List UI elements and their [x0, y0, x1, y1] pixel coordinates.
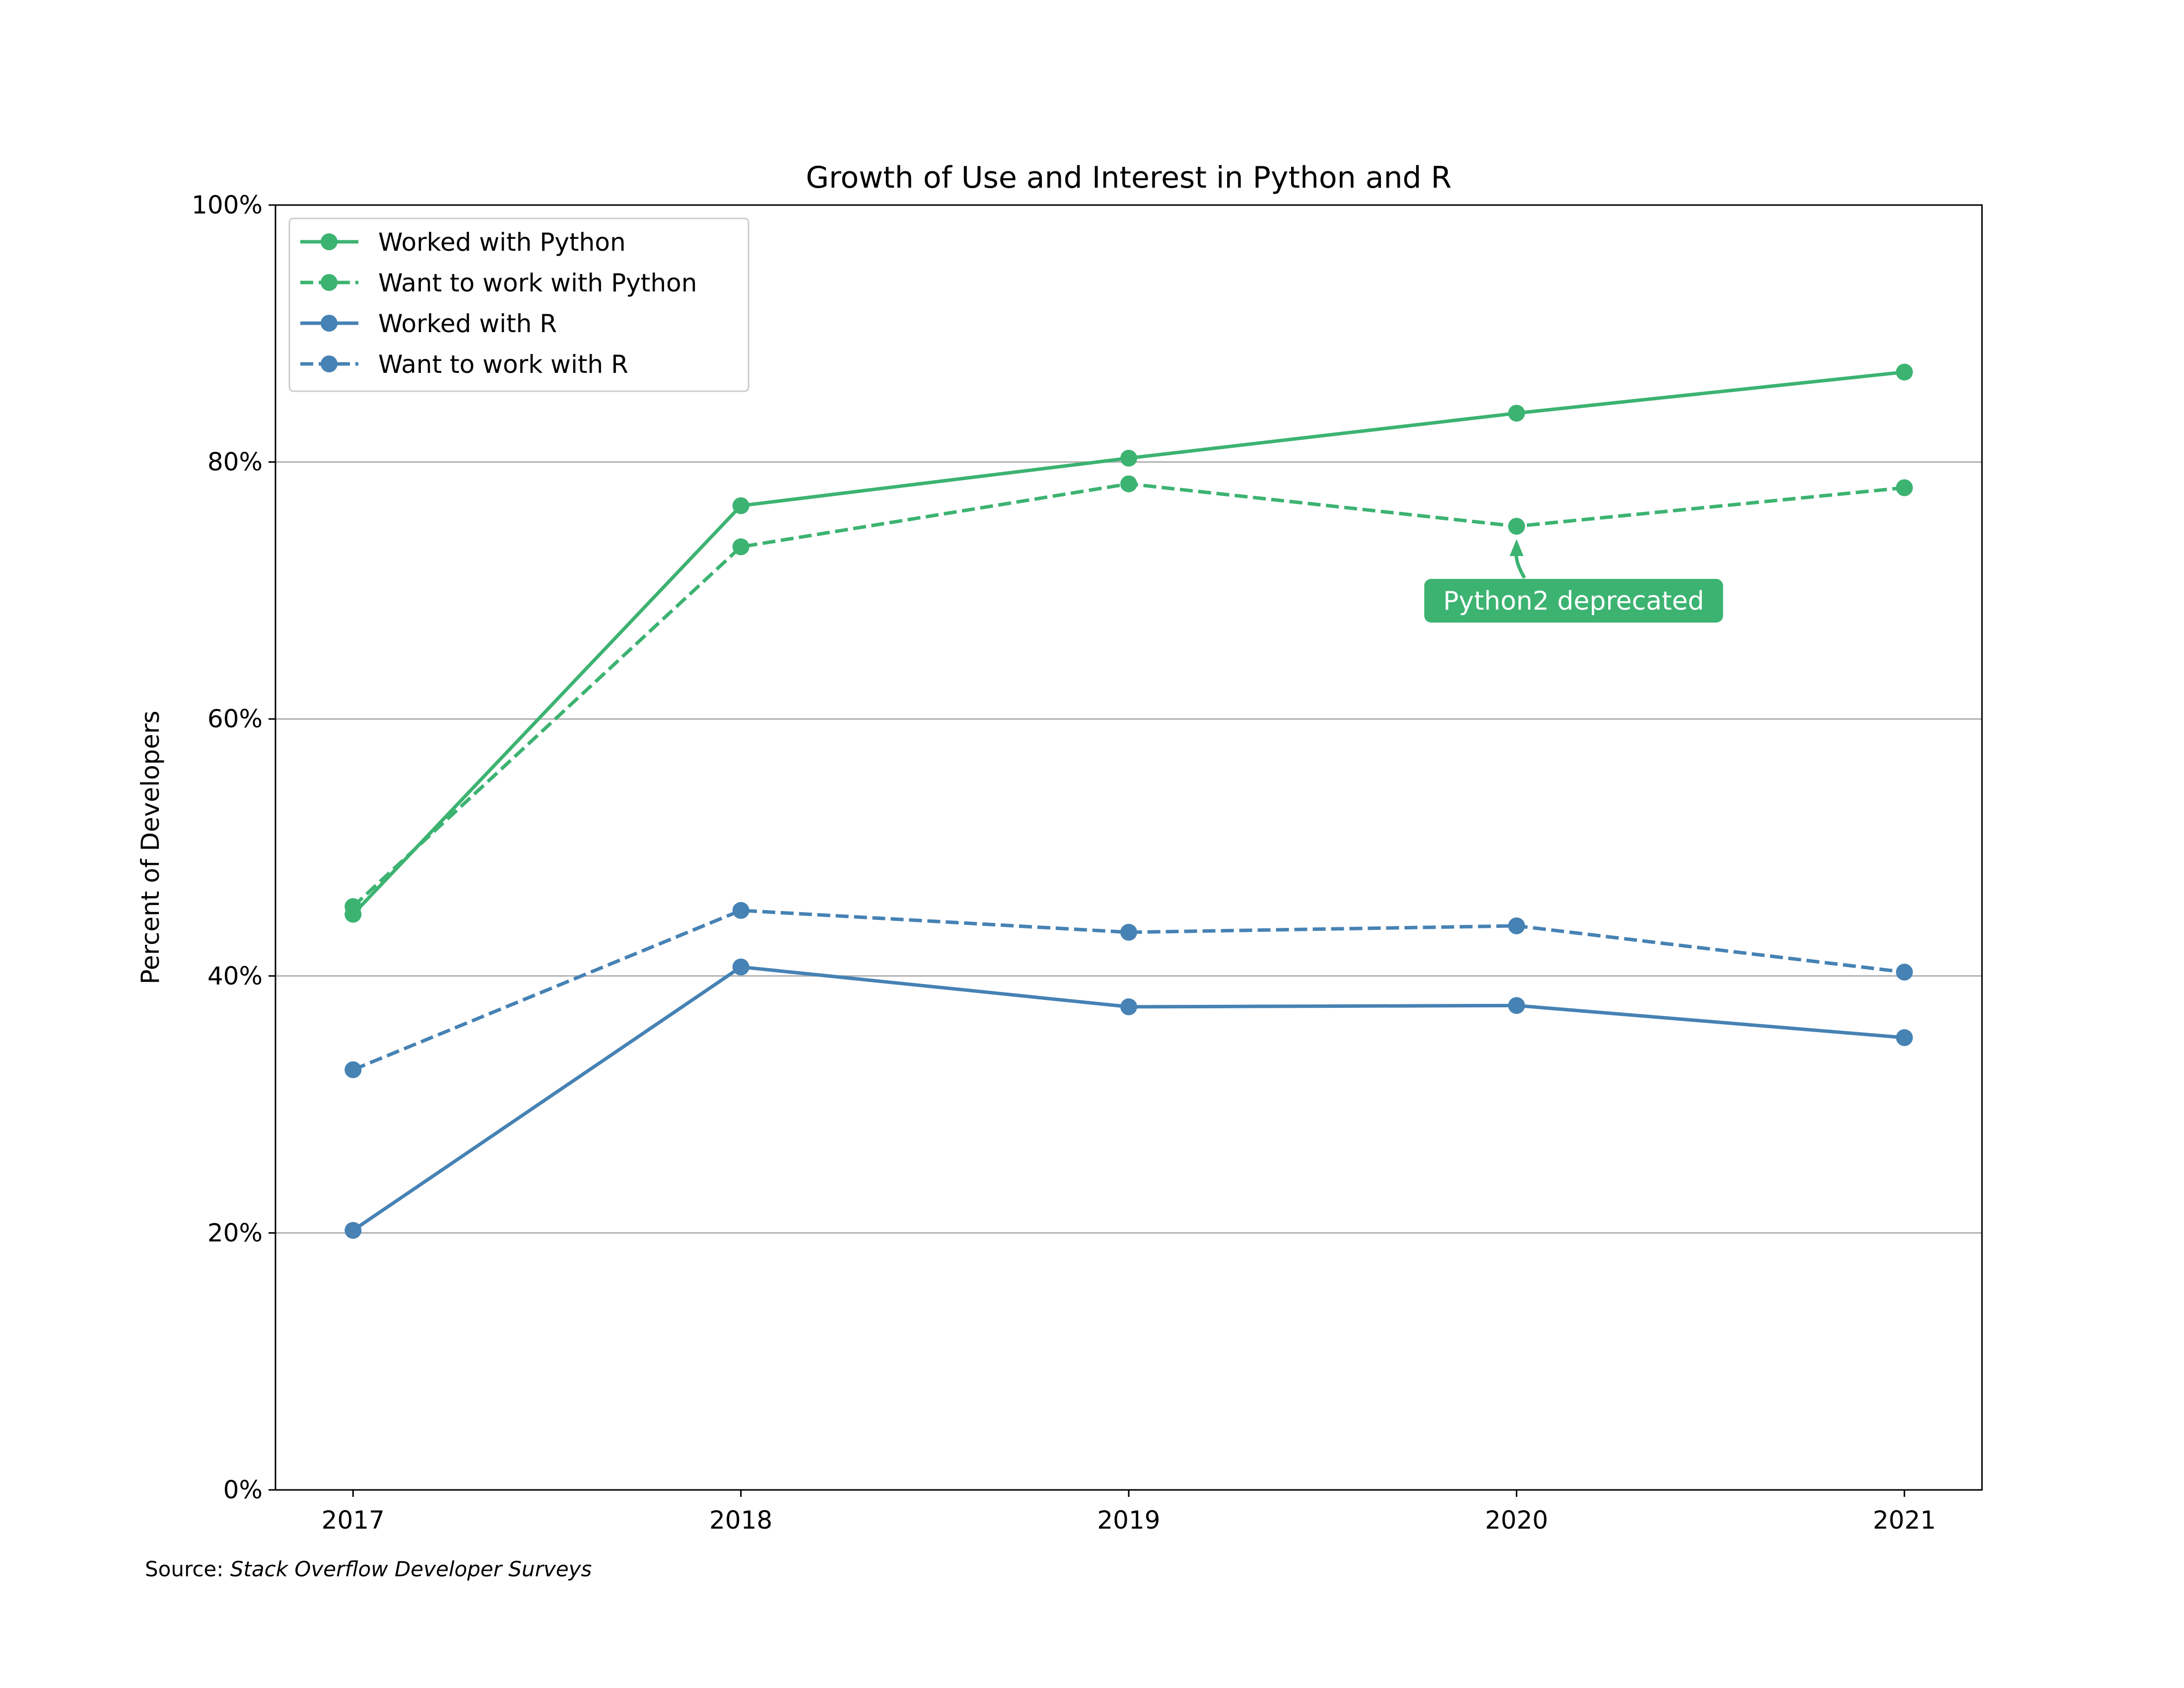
data-point [1508, 997, 1525, 1014]
series-want-to-work-with-python [344, 475, 1913, 915]
data-point [1896, 964, 1913, 981]
data-point [732, 538, 750, 556]
x-tick-label: 2019 [1097, 1506, 1160, 1535]
y-axis-label: Percent of Developers [136, 710, 165, 984]
x-tick-label: 2021 [1873, 1506, 1936, 1535]
data-point [344, 898, 362, 915]
data-point [1120, 998, 1137, 1015]
source-name: Stack Overflow Developer Surveys [230, 1557, 592, 1581]
y-tick-label: 80% [207, 448, 263, 477]
legend-label: Worked with R [378, 309, 557, 338]
legend-item-worked-with-python: Worked with Python [300, 228, 626, 257]
x-axis: 2017 2018 2019 2020 2021 [322, 1490, 1936, 1535]
annotation-arrowhead [1509, 539, 1524, 556]
legend-label: Worked with Python [378, 228, 626, 257]
data-point [732, 902, 750, 919]
data-point [1120, 449, 1137, 467]
y-tick-label: 0% [223, 1476, 263, 1504]
y-tick-label: 60% [207, 704, 263, 733]
data-point [1120, 475, 1137, 492]
legend-marker [321, 274, 338, 291]
data-point [344, 1061, 362, 1078]
series-want-to-work-with-r [344, 902, 1913, 1078]
data-point [344, 1222, 362, 1239]
data-point [1508, 518, 1525, 535]
legend-item-worked-with-r: Worked with R [300, 309, 557, 338]
legend-marker [321, 233, 338, 250]
series-worked-with-r [344, 958, 1913, 1239]
data-point [1896, 479, 1913, 496]
x-tick-label: 2020 [1485, 1506, 1548, 1535]
data-point [1896, 363, 1913, 381]
source-note: Source: Stack Overflow Developer Surveys [145, 1557, 592, 1581]
grid-lines [275, 461, 1982, 1234]
legend-marker [321, 315, 338, 332]
x-tick-label: 2018 [709, 1506, 772, 1535]
data-point [1120, 923, 1137, 941]
data-point [1508, 917, 1525, 934]
series-lines [344, 363, 1913, 1239]
source-prefix: Source: [145, 1557, 230, 1581]
legend-box [288, 217, 750, 392]
annotation-text: Python2 deprecated [1443, 586, 1704, 616]
series-worked-with-python [344, 363, 1913, 923]
legend-marker [321, 355, 338, 372]
y-tick-label: 100% [192, 191, 263, 219]
legend-item-want-to-work-with-python: Want to work with Python [300, 269, 697, 297]
series-line [351, 482, 1905, 908]
data-point [1896, 1029, 1913, 1047]
annotation: Python2 deprecated [1424, 539, 1723, 623]
chart-title: Growth of Use and Interest in Python and… [806, 160, 1451, 195]
legend-label: Want to work with Python [378, 269, 697, 297]
data-point [732, 958, 750, 976]
series-line [352, 909, 1905, 1071]
legend: Worked with Python Want to work with Pyth… [288, 217, 750, 392]
legend-item-want-to-work-with-r: Want to work with R [300, 350, 628, 379]
x-tick-label: 2017 [322, 1506, 385, 1535]
annotation-box [1424, 579, 1723, 623]
y-tick-label: 40% [207, 962, 263, 990]
legend-label: Want to work with R [378, 350, 628, 379]
data-point [1508, 405, 1525, 422]
y-tick-label: 20% [207, 1218, 263, 1247]
data-point [732, 497, 750, 514]
y-axis: 0% 20% 40% 60% 80% 100% [192, 191, 275, 1504]
plot-frame [274, 204, 1983, 1491]
